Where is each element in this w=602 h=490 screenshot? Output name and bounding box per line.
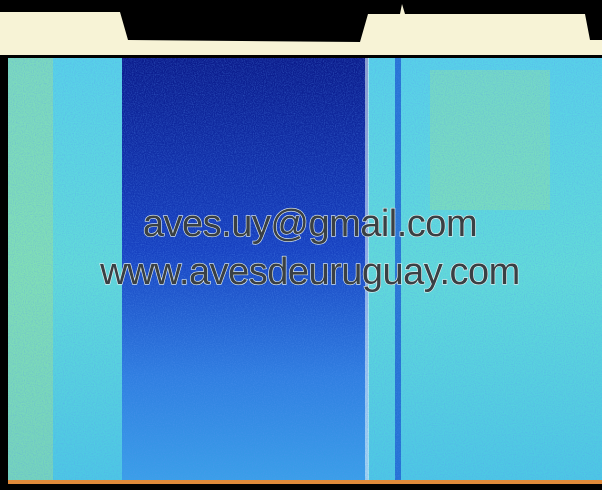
waveform bbox=[0, 4, 602, 55]
spectrogram bbox=[8, 58, 602, 484]
email-watermark: aves.uy@gmail.com bbox=[143, 203, 477, 245]
website-watermark: www.avesdeuruguay.com bbox=[99, 251, 520, 293]
